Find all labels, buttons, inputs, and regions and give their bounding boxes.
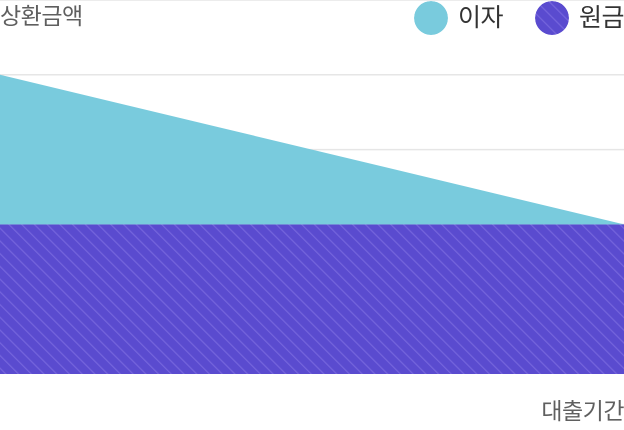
legend-item-interest: 이자 [413,1,504,35]
x-axis-label: 대출기간 [541,399,624,425]
legend-label-principal: 원금 [578,3,624,32]
area-series-principal [0,224,624,374]
legend: 이자 원금 [413,1,624,35]
legend-swatch-interest-icon [413,1,448,35]
legend-label-interest: 이자 [457,3,504,32]
legend-swatch-principal-icon [534,1,569,35]
areas [0,74,624,374]
area-series-interest [0,74,624,225]
legend-item-principal: 원금 [534,1,624,35]
y-axis-label: 상환금액 [0,4,83,30]
